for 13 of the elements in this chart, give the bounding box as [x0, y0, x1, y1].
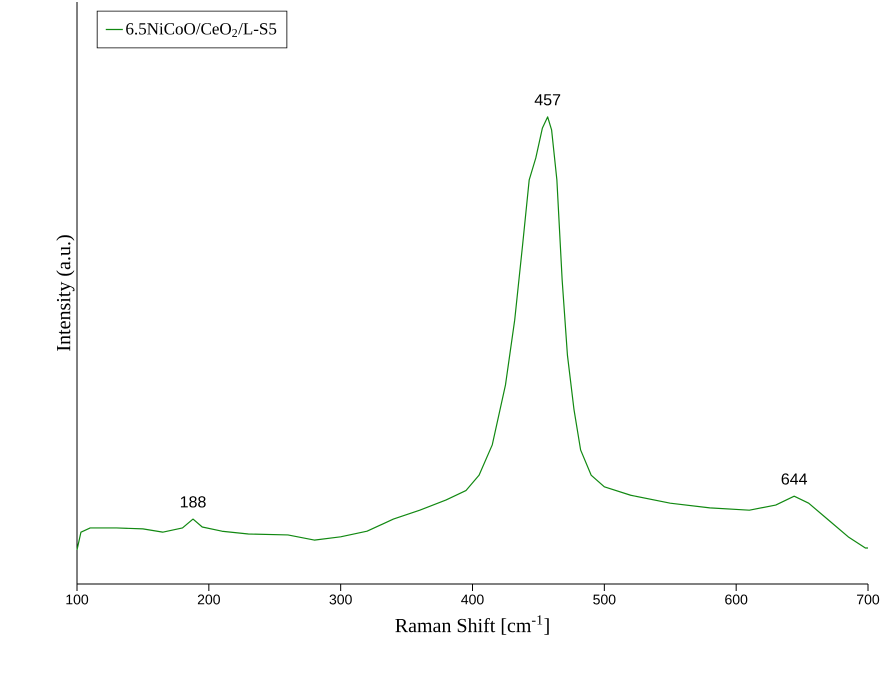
annotation: 644 [782, 473, 808, 485]
annotation: 188 [180, 496, 206, 508]
x-tick-label: 200 [198, 594, 220, 604]
x-tick-label: 100 [66, 594, 88, 604]
x-tick-label: 600 [725, 594, 748, 604]
x-tick-label: 300 [330, 594, 352, 604]
x-tick-label: 700 [857, 594, 880, 604]
annotation: 457 [534, 94, 560, 106]
legend-label: 6.5NiCoO/CeO$_{2}$/L-S5 [126, 23, 276, 37]
x-tick-label: 400 [461, 594, 484, 604]
x-tick-label: 500 [593, 594, 616, 604]
x-axis-title: Raman Shift [cm$^{-1}$] [395, 615, 549, 635]
y-axis-title: Intensity (a.u.) [56, 235, 74, 351]
